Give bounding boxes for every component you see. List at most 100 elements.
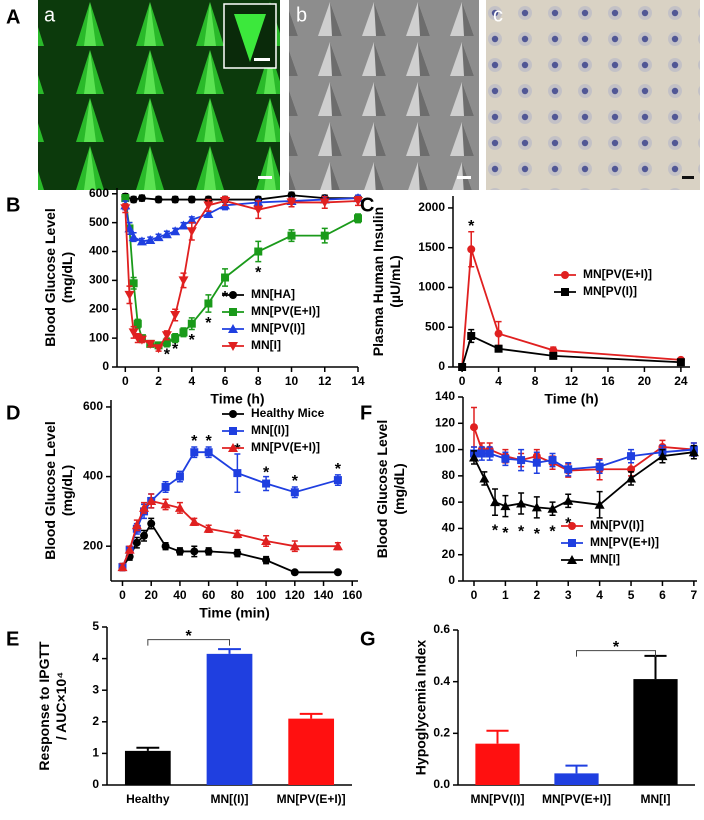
y-tick-label: 600 — [83, 399, 103, 413]
significance-bracket — [147, 639, 230, 646]
y-tick-label: 0 — [448, 573, 455, 587]
marker — [220, 196, 231, 206]
annotation: * — [518, 524, 525, 541]
significance-label: * — [613, 639, 620, 656]
marker — [128, 328, 139, 338]
image-label: b — [296, 4, 307, 26]
marker — [204, 299, 213, 308]
x-tick-label: MN[PV(E+I)] — [277, 792, 346, 806]
x-tick-label: 2 — [155, 374, 162, 388]
marker — [332, 541, 343, 551]
marker — [469, 423, 478, 432]
error-bar — [136, 746, 160, 751]
marker — [136, 335, 147, 345]
x-tick-label: 3 — [565, 588, 572, 602]
marker — [548, 456, 557, 465]
legend-marker — [228, 324, 238, 333]
marker — [187, 319, 196, 328]
annotation: * — [234, 442, 241, 459]
scale-bar — [258, 176, 272, 179]
bar — [633, 679, 678, 785]
micrograph — [486, 0, 700, 190]
marker — [221, 273, 230, 282]
annotation: * — [263, 464, 270, 481]
x-tick-label: MN[I] — [641, 792, 671, 806]
panel-label: A — [6, 6, 20, 28]
annotation: * — [492, 522, 499, 539]
bar — [475, 743, 520, 785]
marker — [676, 358, 685, 367]
y-tick-label: 0 — [92, 777, 99, 791]
annotation: * — [222, 289, 229, 306]
y-tick-label: 0.2 — [433, 726, 450, 740]
x-tick-label: 0 — [471, 588, 478, 602]
x-tick-label: 40 — [173, 588, 187, 602]
y-tick-label: 0.4 — [433, 674, 450, 688]
marker — [320, 231, 329, 240]
legend-marker — [229, 410, 237, 418]
marker — [145, 234, 156, 244]
marker — [171, 334, 180, 343]
legend-label: MN[I] — [251, 338, 281, 352]
y-tick-label: 0 — [438, 359, 445, 373]
marker — [485, 449, 494, 458]
y-axis-label: (mg/dL) — [59, 465, 75, 516]
legend-marker — [567, 555, 577, 564]
marker — [479, 473, 490, 483]
bar — [124, 750, 171, 785]
marker — [145, 339, 156, 349]
marker — [147, 519, 156, 528]
legend-label: MN[PV(E+I)] — [590, 535, 659, 549]
marker — [253, 205, 264, 215]
y-axis-label: / AUC×10⁴ — [53, 672, 69, 740]
y-tick-label: 1000 — [418, 280, 445, 294]
marker — [186, 214, 197, 224]
annotation: * — [191, 433, 198, 450]
marker — [287, 231, 296, 240]
y-tick-label: 400 — [83, 469, 103, 483]
marker — [333, 476, 342, 485]
marker — [467, 245, 476, 254]
y-tick-label: 200 — [83, 538, 103, 552]
x-tick-label: 12 — [565, 374, 579, 388]
y-tick-label: 140 — [435, 389, 455, 403]
micrograph — [289, 0, 479, 190]
x-tick-label: 2 — [533, 588, 540, 602]
y-tick-label: 400 — [89, 244, 109, 258]
error-bar — [299, 712, 323, 719]
x-tick-label: 160 — [342, 588, 362, 602]
marker — [190, 448, 199, 457]
marker — [494, 329, 503, 338]
y-tick-label: 300 — [89, 273, 109, 287]
series-line — [121, 451, 339, 568]
marker — [203, 523, 214, 533]
legend-marker — [561, 271, 569, 279]
y-axis-label: (mg/dL) — [391, 463, 407, 514]
marker — [120, 204, 131, 214]
y-tick-label: 80 — [442, 468, 456, 482]
marker — [161, 483, 170, 492]
marker — [132, 538, 141, 547]
x-tick-label: 24 — [674, 374, 688, 388]
x-tick-label: 6 — [222, 374, 229, 388]
marker — [128, 232, 139, 242]
x-tick-label: 140 — [314, 588, 334, 602]
marker — [133, 319, 142, 328]
y-tick-label: 120 — [435, 415, 455, 429]
panel-label: E — [6, 628, 19, 650]
x-tick-label: 1 — [502, 588, 509, 602]
error-bar — [486, 729, 509, 744]
legend-label: MN[HA] — [251, 287, 295, 301]
marker — [232, 529, 243, 539]
legend-label: MN[PV(E+I)] — [251, 440, 320, 454]
marker — [171, 195, 180, 204]
marker — [286, 198, 297, 208]
marker — [547, 503, 558, 513]
x-tick-label: 20 — [145, 588, 159, 602]
y-tick-label: 100 — [89, 330, 109, 344]
y-tick-label: 1 — [92, 746, 99, 760]
marker — [290, 568, 299, 577]
x-tick-label: 4 — [596, 588, 603, 602]
bar — [554, 773, 599, 785]
y-axis-label: (µU/mL) — [387, 255, 403, 307]
